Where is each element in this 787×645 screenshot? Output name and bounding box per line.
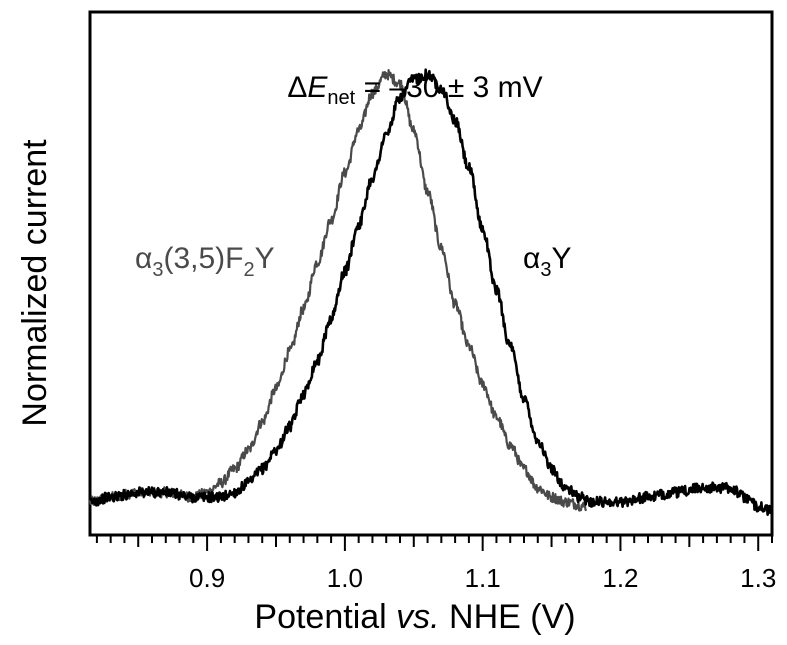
y-axis-title: Normalized current xyxy=(16,139,54,427)
x-tick-label: 1.2 xyxy=(602,563,638,593)
x-axis-title: Potential vs. NHE (V) xyxy=(254,598,575,636)
x-axis-tick-labels: 0.9 1.0 1.1 1.2 1.3 xyxy=(189,563,776,593)
x-tick-label: 1.0 xyxy=(327,563,363,593)
x-tick-label: 1.1 xyxy=(465,563,501,593)
series-line-y xyxy=(88,68,774,516)
x-tick-label: 0.9 xyxy=(189,563,225,593)
delta-e-annotation: ΔEnet = –30 ± 3 mV xyxy=(287,71,542,109)
x-tick-label: 1.3 xyxy=(740,563,776,593)
series-label-f2y: α3(3,5)F2Y xyxy=(135,242,275,281)
plot-area-frame xyxy=(88,10,774,537)
series-label-y: α3Y xyxy=(523,242,571,281)
series-layer xyxy=(88,68,774,516)
x-axis-ticks xyxy=(95,535,773,551)
